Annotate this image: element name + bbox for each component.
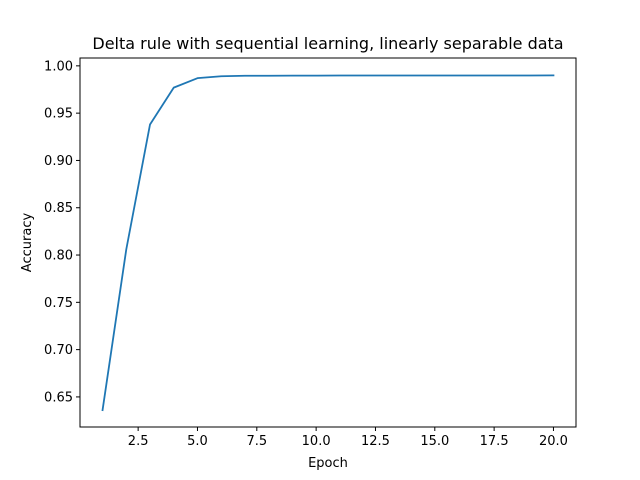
chart-title: Delta rule with sequential learning, lin…	[92, 34, 563, 53]
y-tick-label: 0.65	[44, 390, 73, 405]
plot-area	[101, 74, 555, 412]
x-tick-label: 7.5	[246, 434, 267, 449]
x-axis-ticks: 2.5 5.0 7.5 10.0 12.5 15.0 17.5 20.0	[128, 427, 568, 449]
x-tick-label: 20.0	[539, 434, 568, 449]
x-tick-label: 12.5	[361, 434, 390, 449]
series-line-1	[101, 74, 555, 412]
y-tick-label: 0.80	[44, 249, 73, 264]
y-axis-label: Accuracy	[20, 213, 35, 273]
y-tick-label: 0.95	[44, 107, 73, 122]
x-tick-label: 10.0	[302, 434, 331, 449]
x-tick-label: 15.0	[420, 434, 449, 449]
y-tick-label: 0.75	[44, 296, 73, 311]
y-tick-label: 0.85	[44, 201, 73, 216]
x-tick-label: 5.0	[187, 434, 208, 449]
x-tick-label: 2.5	[128, 434, 149, 449]
y-tick-label: 0.70	[44, 343, 73, 358]
axes-frame	[79, 57, 577, 428]
y-tick-label: 1.00	[44, 59, 73, 74]
x-tick-label: 17.5	[480, 434, 509, 449]
y-tick-label: 0.90	[44, 154, 73, 169]
y-axis-ticks: 0.65 0.70 0.75 0.80 0.85 0.90 0.95 1.00	[44, 59, 80, 405]
x-axis-label: Epoch	[308, 456, 348, 471]
